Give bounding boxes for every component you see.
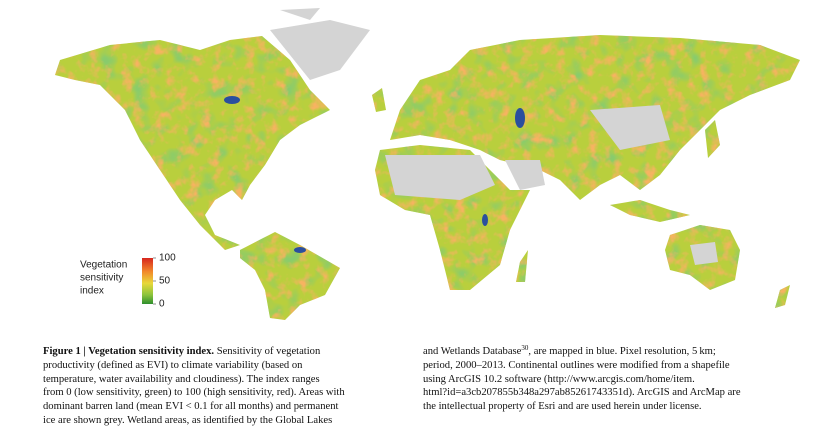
caption-text: and Wetlands Database	[423, 346, 522, 357]
barren-ice-areas	[270, 8, 718, 265]
colorbar-tick-label: 0	[159, 299, 165, 310]
caption-line: temperature, water availability and clou…	[43, 373, 320, 385]
caption-line: ice are shown grey. Wetland areas, as id…	[43, 414, 333, 426]
legend-title: sensitivity	[80, 273, 123, 284]
legend: Vegetation sensitivity index 100 50 0	[80, 253, 176, 310]
legend-title: index	[80, 286, 104, 297]
caption-line: from 0 (low sensitivity, green) to 100 (…	[43, 387, 345, 399]
caption-line: the intellectual property of Esri and ar…	[423, 401, 702, 413]
caption-line: Figure 1 | Vegetation sensitivity index.…	[43, 345, 423, 359]
colorbar-tick-label: 50	[159, 276, 171, 287]
colorbar	[142, 258, 153, 304]
caption-column: and Wetlands Database30, are mapped in b…	[423, 345, 803, 414]
caption-line: and Wetlands Database30, are mapped in b…	[423, 345, 803, 359]
caption-text: Sensitivity of vegetation	[214, 346, 321, 357]
caption-line: dominant barren land (mean EVI < 0.1 for…	[43, 401, 339, 413]
colorbar-tick-label: 100	[159, 253, 176, 264]
caption-line: productivity (defined as EVI) to climate…	[43, 359, 303, 371]
legend-title: Vegetation	[80, 260, 127, 271]
caption-line: using ArcGIS 10.2 software (http://www.a…	[423, 373, 695, 385]
caption-line: period, 2000–2013. Continental outlines …	[423, 359, 730, 371]
reference: 30	[521, 344, 529, 352]
wetlands	[224, 96, 525, 253]
caption-text: , are mapped in blue. Pixel resolution, …	[528, 346, 716, 357]
caption-column: Figure 1 | Vegetation sensitivity index.…	[43, 345, 423, 428]
caption-heading: Figure 1 | Vegetation sensitivity index.	[43, 346, 215, 357]
caption-line: html?id=a3cb207855b348a297ab85261743351d…	[423, 387, 741, 399]
map-figure: Vegetation sensitivity index 100 50 0	[55, 8, 800, 320]
